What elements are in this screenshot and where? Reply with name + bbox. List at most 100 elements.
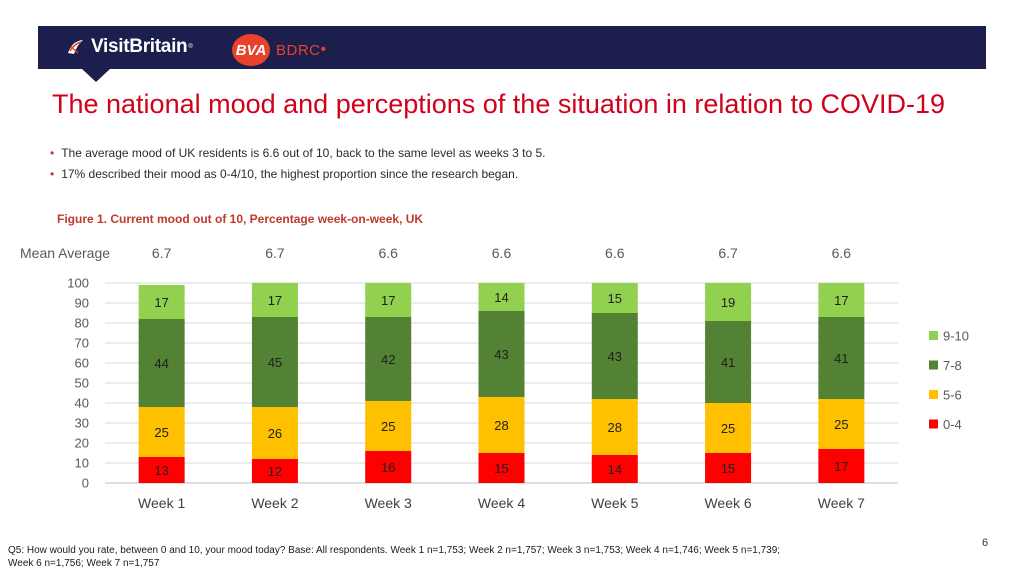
y-tick-label: 20 — [75, 436, 89, 451]
data-label: 41 — [721, 355, 735, 370]
data-label: 25 — [381, 419, 395, 434]
x-tick-label: Week 4 — [478, 495, 525, 511]
bar-segment — [478, 283, 525, 311]
bar-segment — [365, 283, 412, 317]
data-label: 44 — [154, 356, 168, 371]
bar-segment — [138, 457, 185, 483]
data-label: 14 — [494, 290, 508, 305]
legend-swatch — [929, 419, 938, 429]
data-label: 15 — [721, 461, 735, 476]
page-title: The national mood and perceptions of the… — [52, 89, 946, 119]
bva-bdrc-logo: BVA BDRC • — [232, 34, 326, 66]
y-tick-label: 90 — [75, 296, 89, 311]
bdrc-text: BDRC — [276, 41, 321, 59]
bar-segment — [591, 283, 638, 313]
x-tick-label: Week 6 — [704, 495, 751, 511]
mean-average-value: 6.6 — [492, 245, 512, 261]
bar-segment — [818, 449, 865, 483]
data-label: 15 — [608, 291, 622, 306]
bar-segment — [705, 283, 752, 321]
y-tick-label: 100 — [67, 276, 89, 291]
legend-label: 7-8 — [943, 358, 962, 373]
data-label: 25 — [721, 421, 735, 436]
bar-segment — [365, 317, 412, 401]
bar-segment — [138, 407, 185, 457]
x-tick-label: Week 3 — [365, 495, 412, 511]
mean-average-value: 6.7 — [265, 245, 285, 261]
union-flag-icon — [68, 40, 83, 54]
data-label: 17 — [268, 293, 282, 308]
x-tick-label: Week 1 — [138, 495, 185, 511]
mean-average-value: 6.7 — [152, 245, 172, 261]
mean-average-value: 6.6 — [378, 245, 398, 261]
legend-label: 5-6 — [943, 388, 962, 403]
bullet-item: • The average mood of UK residents is 6.6… — [50, 146, 546, 160]
y-tick-label: 0 — [82, 476, 89, 491]
figure-title: Figure 1. Current mood out of 10, Percen… — [57, 212, 424, 226]
mean-average-value: 6.6 — [605, 245, 625, 261]
bar-segment — [591, 455, 638, 483]
brand-name: VisitBritain — [91, 36, 188, 57]
x-tick-label: Week 5 — [591, 495, 638, 511]
mean-average-value: 6.6 — [832, 245, 852, 261]
y-tick-label: 60 — [75, 356, 89, 371]
legend-label: 9-10 — [943, 329, 969, 344]
stacked-bar-chart: 0 10 20 30 40 50 60 70 80 90 100 Mean Average 13 25 44… — [20, 245, 969, 511]
bullet-item: • 17% described their mood as 0-4/10, the… — [50, 167, 519, 181]
bar-segment — [818, 317, 865, 399]
mean-average-value: 6.7 — [718, 245, 738, 261]
bar-segment — [478, 397, 525, 453]
data-label: 15 — [494, 461, 508, 476]
bar-segment — [705, 403, 752, 453]
legend-swatch — [929, 360, 938, 370]
data-label: 13 — [154, 463, 168, 478]
visitbritain-logo: VisitBritain ® — [66, 36, 193, 58]
bar-segment — [478, 311, 525, 397]
page-number: 6 — [982, 537, 989, 549]
data-label: 14 — [608, 462, 622, 477]
bar-segment — [705, 453, 752, 483]
legend-swatch — [929, 331, 938, 340]
y-tick-label: 40 — [75, 396, 89, 411]
bar-segment — [251, 407, 298, 459]
y-tick-label: 70 — [75, 336, 89, 351]
bar-segment — [251, 283, 298, 317]
x-tick-label: Week 2 — [251, 495, 298, 511]
bar-segment — [138, 285, 185, 319]
data-label: 17 — [834, 459, 848, 474]
bar-segment — [251, 317, 298, 407]
legend-swatch — [929, 390, 938, 399]
header-notch — [82, 69, 110, 82]
bar-segment — [365, 401, 412, 451]
data-label: 43 — [608, 349, 622, 364]
data-label: 26 — [268, 426, 282, 441]
y-tick-label: 80 — [75, 316, 89, 331]
bva-logo-mark: BVA — [232, 34, 270, 66]
y-tick-label: 30 — [75, 416, 89, 431]
bar-segment — [478, 453, 525, 483]
x-tick-label: Week 7 — [818, 495, 865, 511]
bar-segment — [251, 459, 298, 483]
mean-average-label: Mean Average — [20, 245, 110, 261]
y-tick-label: 10 — [75, 456, 89, 471]
bar-segment — [818, 283, 865, 317]
bar-segment — [591, 399, 638, 455]
data-label: 17 — [154, 295, 168, 310]
data-label: 25 — [834, 417, 848, 432]
data-label: 17 — [834, 293, 848, 308]
data-label: 42 — [381, 352, 395, 367]
legend-label: 0-4 — [943, 417, 962, 432]
data-label: 12 — [268, 464, 282, 479]
data-label: 16 — [381, 460, 395, 475]
bar-segment — [365, 451, 412, 483]
data-label: 28 — [608, 420, 622, 435]
data-label: 25 — [154, 425, 168, 440]
bar-segment — [138, 319, 185, 407]
data-label: 43 — [494, 347, 508, 362]
y-tick-label: 50 — [75, 376, 89, 391]
bar-segment — [591, 313, 638, 399]
data-label: 41 — [834, 351, 848, 366]
data-label: 17 — [381, 293, 395, 308]
header-bar — [38, 26, 986, 69]
footnote: Q5: How would you rate, between 0 and 10… — [8, 545, 781, 569]
